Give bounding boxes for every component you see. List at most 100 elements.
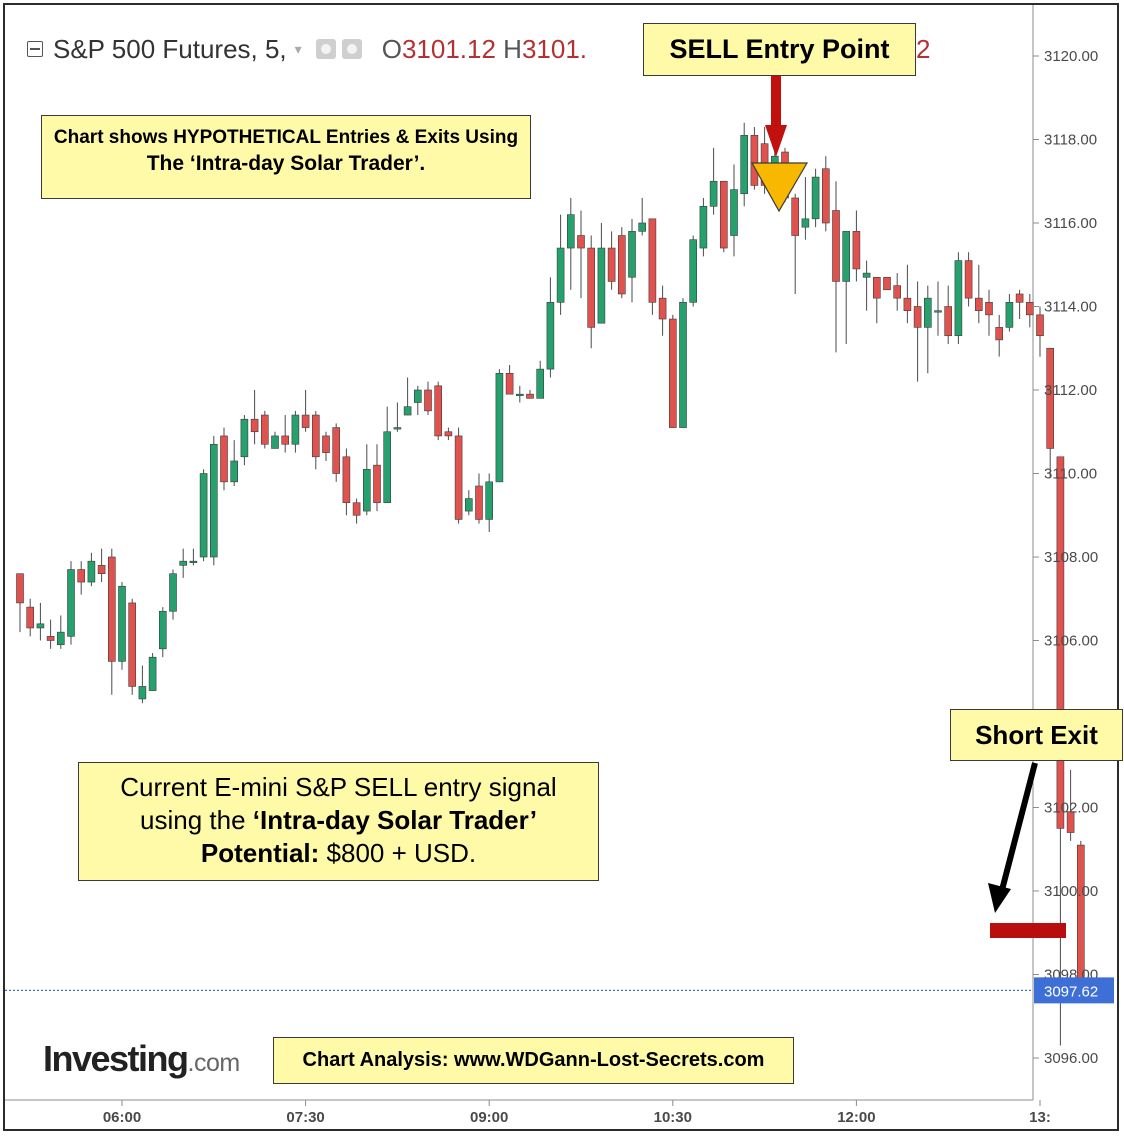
candle: [821, 156, 830, 232]
candle: [607, 231, 616, 290]
price-tick-label: 3120.00: [1044, 48, 1098, 65]
candle-body-up: [1005, 302, 1014, 328]
candle: [179, 548, 187, 578]
candle-body-down: [352, 502, 361, 516]
candle: [791, 193, 800, 294]
time-tick-label: 13:: [1029, 1109, 1051, 1126]
candle: [16, 573, 24, 633]
candle: [495, 369, 504, 483]
price-chart[interactable]: 3096.003098.003100.003102.003106.003108.…: [5, 5, 1121, 1133]
candle: [108, 548, 116, 695]
candle-body-up: [801, 218, 810, 228]
candle: [1015, 289, 1024, 320]
sell-arrow-head: [765, 125, 787, 157]
candle: [638, 197, 647, 236]
gear-icon[interactable]: [341, 39, 362, 59]
eye-icon[interactable]: [315, 39, 336, 59]
price-tick-label: 3110.00: [1044, 466, 1097, 483]
collapse-icon[interactable]: [27, 41, 43, 57]
candle: [301, 390, 310, 432]
chevron-down-icon[interactable]: ▾: [294, 40, 302, 57]
signal-line-3b: $800 + USD.: [326, 838, 477, 868]
candle-body-up: [362, 469, 371, 512]
candle: [842, 231, 851, 345]
candle-body-up: [464, 498, 473, 512]
investing-logo[interactable]: Investing.com: [43, 1038, 240, 1080]
short-exit-callout: Short Exit: [950, 709, 1123, 761]
candle: [1005, 293, 1014, 332]
brand-main: Investing: [43, 1038, 189, 1079]
candle-body-up: [954, 260, 963, 337]
candle-body-up: [56, 631, 65, 645]
candle: [322, 431, 330, 461]
candle-body-up: [566, 214, 575, 249]
candle: [985, 289, 993, 336]
candle-body-down: [617, 235, 626, 295]
candle-body-down: [668, 318, 677, 428]
candle: [964, 252, 973, 307]
candle: [159, 607, 167, 658]
candle-body-down: [46, 636, 55, 641]
candle-body-down: [342, 456, 351, 504]
candle: [311, 410, 320, 470]
signal-note: Current E-mini S&P SELL entry signal usi…: [78, 762, 599, 881]
candle-body-up: [485, 481, 494, 520]
candle: [505, 364, 514, 395]
candle: [832, 181, 840, 353]
candle: [679, 298, 687, 428]
candle: [515, 385, 524, 403]
candle-body-down: [913, 306, 922, 328]
candle: [383, 406, 392, 504]
candle: [658, 285, 667, 336]
candle: [913, 281, 922, 382]
ohlc-readout: O3101.12 H3101.: [382, 34, 587, 65]
candle: [566, 197, 575, 290]
sell-entry-callout: SELL Entry Point: [643, 23, 916, 76]
candle: [587, 235, 596, 349]
price-tick-label: 3096.00: [1044, 1050, 1098, 1067]
candle-body-down: [220, 435, 228, 483]
candle-body-down: [434, 385, 443, 437]
time-tick-label: 09:00: [470, 1109, 508, 1126]
candles: [16, 122, 1085, 1046]
signal-line-2b: ‘Intra-day Solar Trader’: [252, 805, 537, 835]
candle-body-down: [1025, 302, 1034, 316]
candle: [373, 444, 381, 512]
candle: [934, 281, 942, 336]
candle: [852, 210, 861, 282]
candle: [954, 252, 963, 345]
last-price-badge: [1034, 977, 1114, 1004]
candle: [403, 377, 412, 416]
candle: [118, 582, 126, 670]
candle-body-up: [740, 135, 749, 195]
candle: [995, 314, 1004, 357]
candle: [271, 431, 279, 449]
candle-body-down: [974, 297, 983, 311]
candle-body-up: [862, 272, 871, 278]
symbol-name[interactable]: S&P 500 Futures, 5,: [53, 33, 287, 64]
candle-body-up: [628, 231, 636, 278]
candle-body-up: [536, 368, 545, 399]
time-tick-label: 10:30: [654, 1109, 692, 1126]
exit-arrow-head: [988, 883, 1011, 913]
candle-body-up: [118, 585, 126, 662]
last-price-label: 3097.62: [1044, 983, 1098, 1000]
candle: [220, 427, 228, 491]
candle-body-down: [26, 606, 35, 629]
candle: [434, 381, 443, 441]
candle: [444, 427, 453, 441]
price-tick-label: 3118.00: [1044, 132, 1097, 149]
candle-body-up: [291, 414, 300, 445]
open-value: 3101.12: [401, 33, 496, 64]
candle-body-down: [791, 197, 800, 236]
candle-body-down: [311, 414, 320, 458]
candle-body-down: [505, 372, 514, 395]
price-tick-label: 3100.00: [1044, 883, 1098, 900]
annotation-marks: 3097.62: [5, 73, 1114, 1004]
candle: [67, 561, 75, 645]
candle: [699, 197, 708, 257]
candle-body-down: [750, 135, 759, 186]
candle-body-up: [240, 418, 249, 458]
candle-body-up: [189, 560, 198, 563]
open-label: O: [381, 33, 402, 64]
